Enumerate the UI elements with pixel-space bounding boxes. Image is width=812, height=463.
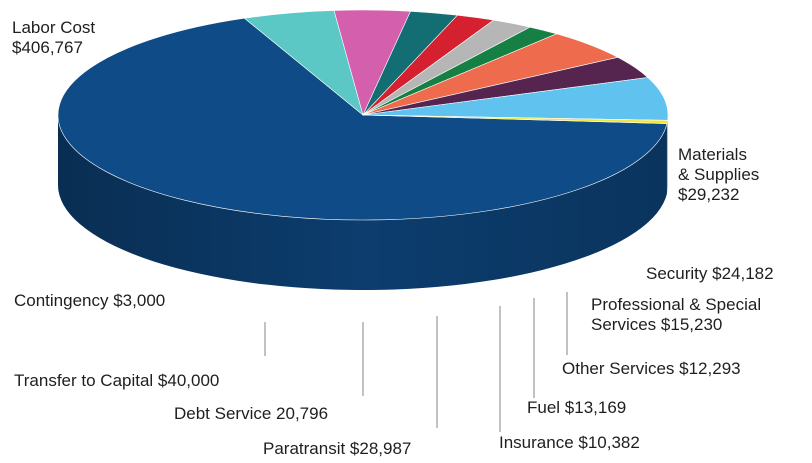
slice-labor-cost (57, 17, 668, 221)
label-debt-service: Debt Service 20,796 (174, 404, 328, 423)
leader-lines (264, 292, 568, 432)
label-professional-special-services: Professional & Special Services $15,230 (591, 295, 761, 334)
label-materials-supplies: Materials & Supplies $29,232 (678, 145, 759, 204)
label-fuel: Fuel $13,169 (527, 398, 626, 417)
label-paratransit: Paratransit $28,987 (263, 439, 411, 458)
slice-labels: Labor Cost $406,767 Materials & Supplies $29… (12, 18, 774, 458)
pie-top-faces (57, 9, 669, 221)
label-other-services: Other Services $12,293 (562, 359, 741, 378)
label-transfer-to-capital: Transfer to Capital $40,000 (14, 371, 219, 390)
label-security: Security $24,182 (646, 264, 774, 283)
slice-transfer-to-capital (362, 77, 669, 121)
pie-side-walls (58, 115, 668, 291)
pie-side-shading (58, 115, 668, 290)
label-labor-cost: Labor Cost $406,767 (12, 18, 95, 57)
label-contingency: Contingency $3,000 (14, 291, 165, 310)
label-insurance: Insurance $10,382 (499, 433, 640, 452)
slice-contingency (362, 114, 668, 124)
